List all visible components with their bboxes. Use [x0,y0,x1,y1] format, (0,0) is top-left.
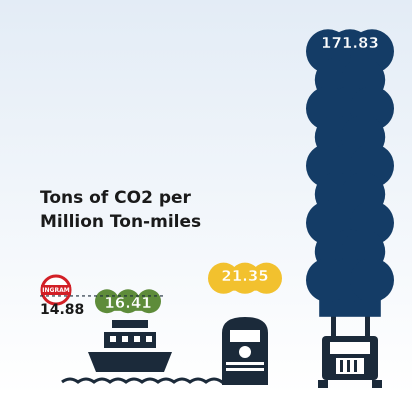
cloud-puff [208,262,240,294]
cloud-puff [95,289,119,314]
cloud-puff [229,262,261,294]
cloud [208,262,282,294]
reference-label: 14.88 [40,302,84,318]
cloud-puff [350,258,394,303]
cloud [306,29,394,317]
truck [318,300,382,388]
cloud-puff [250,262,282,294]
train [222,317,268,385]
value-label: 171.83 [321,34,379,52]
tugboat [61,320,239,384]
ingram-logo: INGRAM [40,274,72,306]
value-label: 21.35 [221,267,268,285]
logo-text: INGRAM [42,287,69,294]
cloud [95,289,161,314]
cloud-puff [137,289,161,314]
cloud-puff [116,289,140,314]
value-label: 16.41 [104,294,151,312]
title-line: Tons of CO2 per [40,188,192,208]
title-line: Million Ton-miles [40,212,201,232]
